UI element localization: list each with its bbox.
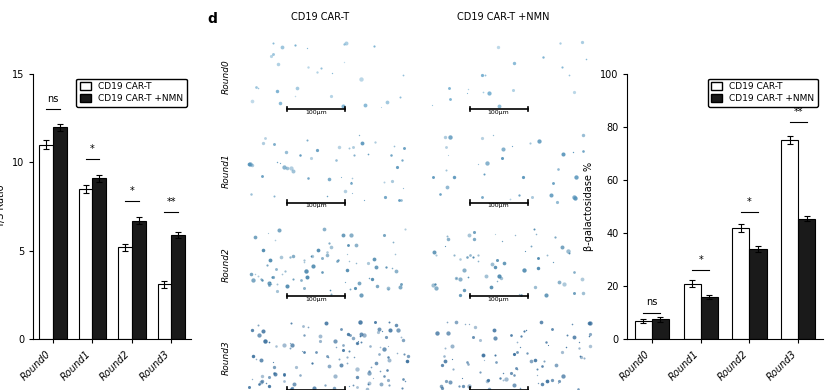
Text: ns: ns [47,94,59,104]
Bar [92,178,106,339]
Text: *: * [698,255,703,265]
Bar [79,189,92,339]
Text: *: * [130,186,135,196]
Bar [652,319,669,339]
Bar [635,321,652,339]
Text: **: ** [167,197,176,207]
Text: CD19 CAR-T: CD19 CAR-T [291,12,349,22]
Text: d: d [208,12,218,26]
Text: CD19 CAR-T +NMN: CD19 CAR-T +NMN [456,12,549,22]
Y-axis label: T/S Ratio: T/S Ratio [0,185,7,229]
Bar [39,145,53,339]
Bar [158,284,171,339]
Text: *: * [747,197,752,207]
Text: Round1: Round1 [222,153,231,188]
Text: ns: ns [647,298,657,307]
Text: Round0: Round0 [222,60,231,94]
Legend: CD19 CAR-T, CD19 CAR-T +NMN: CD19 CAR-T, CD19 CAR-T +NMN [76,79,187,107]
Text: *: * [90,144,95,154]
Text: Round2: Round2 [222,247,231,282]
Bar [781,140,799,339]
Bar [799,219,815,339]
Legend: CD19 CAR-T, CD19 CAR-T +NMN: CD19 CAR-T, CD19 CAR-T +NMN [708,79,819,107]
Bar [132,221,145,339]
Text: **: ** [794,106,803,117]
Text: Round3: Round3 [222,340,231,375]
Bar [118,247,132,339]
Bar [53,127,66,339]
Bar [701,297,718,339]
Bar [750,249,766,339]
Y-axis label: β-galactosidase %: β-galactosidase % [584,162,594,251]
Bar [732,228,750,339]
Bar [684,284,701,339]
Bar [171,235,185,339]
